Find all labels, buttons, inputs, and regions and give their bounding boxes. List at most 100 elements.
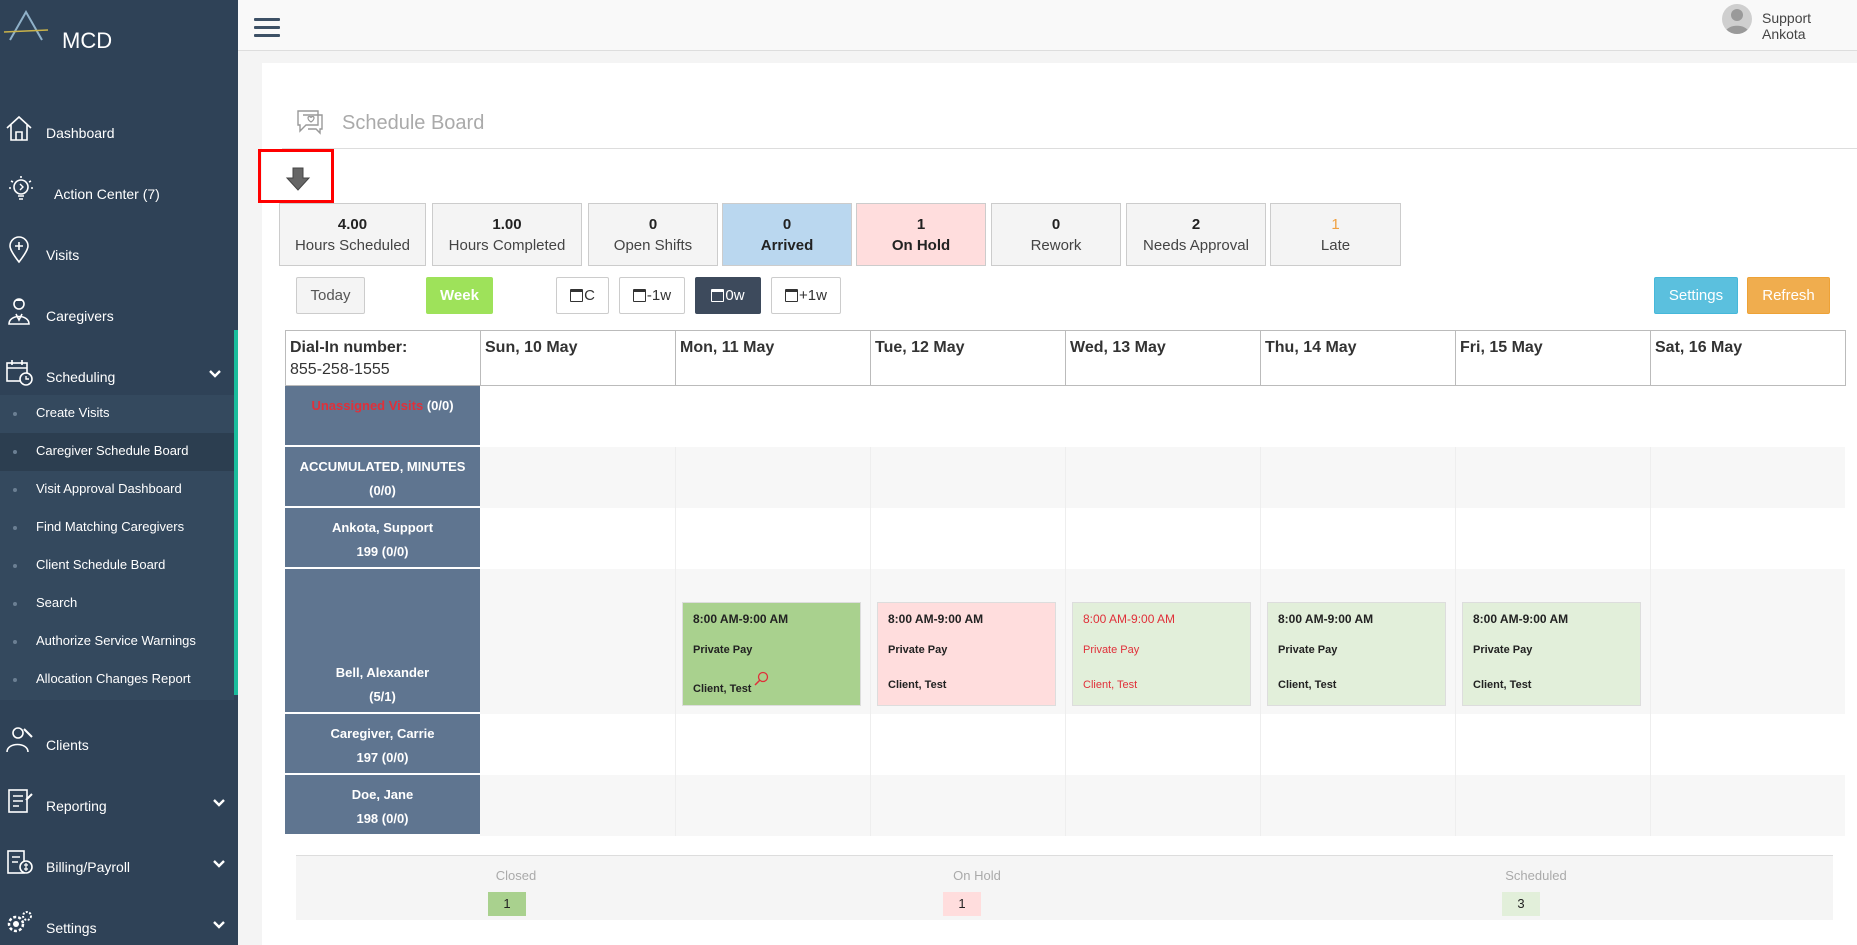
- visit-payer: Private Pay: [888, 644, 948, 656]
- row-cells[interactable]: [480, 775, 1845, 836]
- visit-card[interactable]: 8:00 AM-9:00 AM Private Pay Client, Test: [877, 602, 1056, 706]
- nav-settings[interactable]: Settings: [0, 900, 238, 945]
- refresh-button[interactable]: Refresh: [1747, 277, 1830, 314]
- visit-client: Client, Test: [1083, 679, 1138, 691]
- day-label: Wed, 13 May: [1070, 339, 1166, 356]
- divider: [870, 447, 871, 836]
- download-button[interactable]: [258, 149, 334, 203]
- visit-client: Client, Test: [1473, 679, 1532, 691]
- user-name[interactable]: Support Ankota: [1762, 10, 1812, 42]
- stat-arrived[interactable]: 0 Arrived: [722, 203, 852, 266]
- sidebar: MCD Dashboard Action Center (7) Visits C…: [0, 0, 238, 945]
- current-week-button[interactable]: C: [556, 277, 609, 314]
- today-button[interactable]: Today: [296, 277, 365, 314]
- logo[interactable]: MCD: [0, 0, 238, 70]
- previous-week-button[interactable]: -1w: [619, 277, 685, 314]
- row-name: Ankota, Support: [331, 520, 434, 535]
- divider: [282, 148, 1857, 149]
- sub-visit-approval-dashboard[interactable]: Visit Approval Dashboard: [0, 471, 234, 509]
- sub-client-schedule-board[interactable]: Client Schedule Board: [0, 547, 234, 585]
- day-header[interactable]: Tue, 12 May: [870, 330, 1066, 386]
- sub-create-visits[interactable]: Create Visits: [0, 395, 234, 433]
- hamburger-menu-icon[interactable]: [254, 18, 280, 38]
- row-cells[interactable]: [480, 714, 1845, 775]
- stat-late[interactable]: 1 Late: [1270, 203, 1401, 266]
- nav-clients[interactable]: Clients: [0, 717, 238, 767]
- nav-label: Reporting: [46, 798, 107, 814]
- nav-label: Caregivers: [46, 308, 114, 324]
- stat-value: 0: [782, 216, 792, 233]
- stat-open-shifts[interactable]: 0 Open Shifts: [588, 203, 718, 266]
- row-accumulated-minutes[interactable]: ACCUMULATED, MINUTES (0/0): [285, 447, 480, 508]
- visit-time: 8:00 AM-9:00 AM: [888, 612, 984, 626]
- button-label: C: [584, 287, 595, 304]
- visit-card[interactable]: 8:00 AM-9:00 AM Private Pay Client, Test: [1072, 602, 1251, 706]
- row-cells[interactable]: [480, 508, 1845, 569]
- stat-value: 4.00: [337, 216, 368, 233]
- visit-card[interactable]: 8:00 AM-9:00 AM Private Pay Client, Test: [1267, 602, 1446, 706]
- row-meta: (0/0): [426, 398, 454, 413]
- nav-visits[interactable]: Visits: [0, 227, 238, 277]
- dial-in-number: 855-258-1555: [290, 361, 390, 378]
- sub-label: Caregiver Schedule Board: [36, 443, 189, 458]
- chat-heart-icon: [297, 110, 323, 135]
- visit-time: 8:00 AM-9:00 AM: [1473, 612, 1569, 626]
- row-cells[interactable]: [480, 386, 1845, 447]
- divider: [1260, 447, 1261, 836]
- row-caregiver[interactable]: Caregiver, Carrie 197 (0/0): [285, 714, 480, 775]
- day-header[interactable]: Sun, 10 May: [480, 330, 676, 386]
- dial-in-header: Dial-In number: 855-258-1555: [285, 330, 481, 386]
- stat-value: 2: [1191, 216, 1201, 233]
- row-caregiver[interactable]: Doe, Jane 198 (0/0): [285, 775, 480, 836]
- row-name: Bell, Alexander: [335, 665, 430, 680]
- day-header[interactable]: Mon, 11 May: [675, 330, 871, 386]
- visit-card[interactable]: 8:00 AM-9:00 AM Private Pay Client, Test: [1462, 602, 1641, 706]
- nav-caregivers[interactable]: Caregivers: [0, 288, 238, 338]
- sub-authorize-service-warnings[interactable]: Authorize Service Warnings: [0, 623, 234, 661]
- next-week-button[interactable]: +1w: [771, 277, 841, 314]
- this-week-button[interactable]: 0w: [695, 277, 761, 314]
- calendar-clock-icon: [6, 360, 33, 386]
- nav-billing-payroll[interactable]: Billing/Payroll: [0, 839, 238, 889]
- row-cells[interactable]: [480, 447, 1845, 508]
- map-pin-icon: [9, 236, 29, 264]
- day-header[interactable]: Sat, 16 May: [1650, 330, 1846, 386]
- billing-icon: [7, 850, 33, 874]
- day-header[interactable]: Wed, 13 May: [1065, 330, 1261, 386]
- legend-label: Scheduled: [1505, 868, 1567, 883]
- stat-hours-scheduled[interactable]: 4.00 Hours Scheduled: [279, 203, 426, 266]
- nav-dashboard[interactable]: Dashboard: [0, 105, 238, 155]
- stat-hours-completed[interactable]: 1.00 Hours Completed: [432, 203, 582, 266]
- visit-card[interactable]: 8:00 AM-9:00 AM Private Pay Client, Test: [682, 602, 861, 706]
- legend-count-closed: 1: [488, 892, 526, 916]
- row-caregiver[interactable]: Ankota, Support 199 (0/0): [285, 508, 480, 569]
- stat-needs-approval[interactable]: 2 Needs Approval: [1126, 203, 1266, 266]
- sub-find-matching-caregivers[interactable]: Find Matching Caregivers: [0, 509, 234, 547]
- row-name: Doe, Jane: [351, 787, 414, 802]
- row-unassigned-visits[interactable]: Unassigned Visits (0/0): [285, 386, 480, 447]
- avatar[interactable]: [1722, 4, 1752, 34]
- sub-label: Authorize Service Warnings: [36, 633, 196, 648]
- nav-label: Scheduling: [46, 369, 116, 385]
- status-legend: Closed 1 On Hold 1 Scheduled 3: [296, 855, 1833, 920]
- row-caregiver[interactable]: Bell, Alexander (5/1): [285, 569, 480, 714]
- day-label: Tue, 12 May: [875, 339, 965, 356]
- week-button[interactable]: Week: [426, 277, 493, 314]
- stat-rework[interactable]: 0 Rework: [991, 203, 1121, 266]
- topbar: Support Ankota: [238, 0, 1857, 51]
- sub-caregiver-schedule-board[interactable]: Caregiver Schedule Board: [0, 433, 234, 471]
- sub-allocation-changes-report[interactable]: Allocation Changes Report: [0, 661, 234, 699]
- nav-action-center[interactable]: Action Center (7): [0, 166, 238, 216]
- magnifier-icon[interactable]: [753, 671, 769, 687]
- day-header[interactable]: Thu, 14 May: [1260, 330, 1456, 386]
- sub-search[interactable]: Search: [0, 585, 234, 623]
- stat-on-hold[interactable]: 1 On Hold: [856, 203, 986, 266]
- settings-button[interactable]: Settings: [1654, 277, 1738, 314]
- row-meta: (5/1): [369, 689, 396, 704]
- nav-reporting[interactable]: Reporting: [0, 778, 238, 828]
- caregiver-icon: [8, 298, 30, 325]
- day-header[interactable]: Fri, 15 May: [1455, 330, 1651, 386]
- row-name: Unassigned Visits: [311, 398, 424, 413]
- nav-scheduling[interactable]: Scheduling: [0, 349, 238, 399]
- sub-label: Find Matching Caregivers: [36, 519, 185, 534]
